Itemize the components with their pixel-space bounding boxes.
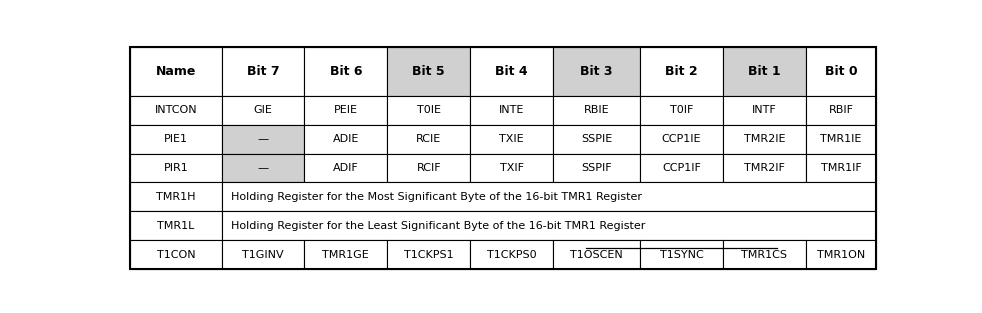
Text: Holding Register for the Least Significant Byte of the 16-bit TMR1 Register: Holding Register for the Least Significa… xyxy=(231,221,645,231)
Bar xyxy=(470,96,553,125)
Text: Bit 6: Bit 6 xyxy=(330,65,362,78)
Text: —: — xyxy=(257,134,268,144)
Text: RBIF: RBIF xyxy=(829,105,853,115)
Bar xyxy=(470,240,553,269)
Bar xyxy=(131,154,222,182)
Bar xyxy=(387,96,470,125)
Bar xyxy=(222,154,304,182)
Text: TMR1GE: TMR1GE xyxy=(322,249,369,259)
Bar xyxy=(470,125,553,154)
Text: Bit 3: Bit 3 xyxy=(580,65,613,78)
Bar xyxy=(131,125,222,154)
Bar xyxy=(806,96,876,125)
Text: PEIE: PEIE xyxy=(334,105,357,115)
Bar xyxy=(723,154,806,182)
Bar xyxy=(131,96,222,125)
Bar xyxy=(553,47,640,96)
Bar xyxy=(131,211,222,240)
Text: GIE: GIE xyxy=(253,105,272,115)
Text: Bit 4: Bit 4 xyxy=(495,65,528,78)
Text: PIE1: PIE1 xyxy=(164,134,188,144)
Bar xyxy=(304,154,387,182)
Text: T1GINV: T1GINV xyxy=(243,249,284,259)
Bar xyxy=(387,47,470,96)
Bar xyxy=(553,154,640,182)
Bar xyxy=(806,47,876,96)
Bar xyxy=(304,47,387,96)
Text: T1SYNC: T1SYNC xyxy=(660,249,703,259)
Bar xyxy=(222,240,304,269)
Text: TMR1IF: TMR1IF xyxy=(821,163,861,173)
Bar xyxy=(640,154,723,182)
Text: TMR2IE: TMR2IE xyxy=(743,134,785,144)
Bar xyxy=(723,47,806,96)
Text: TMR1H: TMR1H xyxy=(156,192,195,202)
Text: PIR1: PIR1 xyxy=(164,163,189,173)
Bar xyxy=(387,154,470,182)
Bar xyxy=(304,240,387,269)
Text: CCP1IF: CCP1IF xyxy=(662,163,701,173)
Text: INTE: INTE xyxy=(499,105,524,115)
Bar xyxy=(640,125,723,154)
Bar xyxy=(723,240,806,269)
Text: ADIE: ADIE xyxy=(333,134,359,144)
Bar xyxy=(640,47,723,96)
Bar xyxy=(131,47,222,96)
Text: SSPIE: SSPIE xyxy=(581,134,612,144)
Bar xyxy=(222,182,876,211)
Text: Bit 7: Bit 7 xyxy=(246,65,279,78)
Bar xyxy=(806,240,876,269)
Text: Holding Register for the Most Significant Byte of the 16-bit TMR1 Register: Holding Register for the Most Significan… xyxy=(231,192,641,202)
Text: ADIF: ADIF xyxy=(333,163,358,173)
Text: TMR1L: TMR1L xyxy=(157,221,194,231)
Text: RCIE: RCIE xyxy=(416,134,441,144)
Text: T0IF: T0IF xyxy=(670,105,693,115)
Text: —: — xyxy=(257,163,268,173)
Bar xyxy=(470,154,553,182)
Text: Bit 1: Bit 1 xyxy=(748,65,781,78)
Bar xyxy=(640,240,723,269)
Text: TMR1ON: TMR1ON xyxy=(817,249,865,259)
Bar xyxy=(553,96,640,125)
Text: INTCON: INTCON xyxy=(154,105,197,115)
Bar xyxy=(222,125,304,154)
Bar xyxy=(723,96,806,125)
Bar xyxy=(387,125,470,154)
Text: T1CON: T1CON xyxy=(156,249,195,259)
Text: CCP1IE: CCP1IE xyxy=(662,134,701,144)
Text: T1OSCEN: T1OSCEN xyxy=(571,249,623,259)
Bar xyxy=(131,182,222,211)
Bar xyxy=(222,47,304,96)
Text: INTF: INTF xyxy=(752,105,777,115)
Bar xyxy=(304,96,387,125)
Text: T0IE: T0IE xyxy=(416,105,441,115)
Text: RCIF: RCIF xyxy=(416,163,441,173)
Bar xyxy=(131,240,222,269)
Text: Name: Name xyxy=(156,65,196,78)
Text: Bit 0: Bit 0 xyxy=(825,65,857,78)
Bar xyxy=(470,47,553,96)
Bar xyxy=(723,125,806,154)
Text: TMR1CS: TMR1CS xyxy=(741,249,788,259)
Text: Bit 2: Bit 2 xyxy=(665,65,698,78)
Text: T1CKPS1: T1CKPS1 xyxy=(404,249,454,259)
Bar xyxy=(222,96,304,125)
Text: TXIE: TXIE xyxy=(499,134,523,144)
Bar xyxy=(222,211,876,240)
Bar xyxy=(806,154,876,182)
Bar xyxy=(553,240,640,269)
Text: TXIF: TXIF xyxy=(500,163,523,173)
Text: TMR2IF: TMR2IF xyxy=(744,163,785,173)
Text: TMR1IE: TMR1IE xyxy=(820,134,861,144)
Bar xyxy=(640,96,723,125)
Bar xyxy=(806,125,876,154)
Text: SSPIF: SSPIF xyxy=(581,163,612,173)
Bar xyxy=(553,125,640,154)
Bar xyxy=(387,240,470,269)
Text: Bit 5: Bit 5 xyxy=(412,65,445,78)
Text: RBIE: RBIE xyxy=(583,105,609,115)
Text: T1CKPS0: T1CKPS0 xyxy=(487,249,536,259)
Bar xyxy=(304,125,387,154)
